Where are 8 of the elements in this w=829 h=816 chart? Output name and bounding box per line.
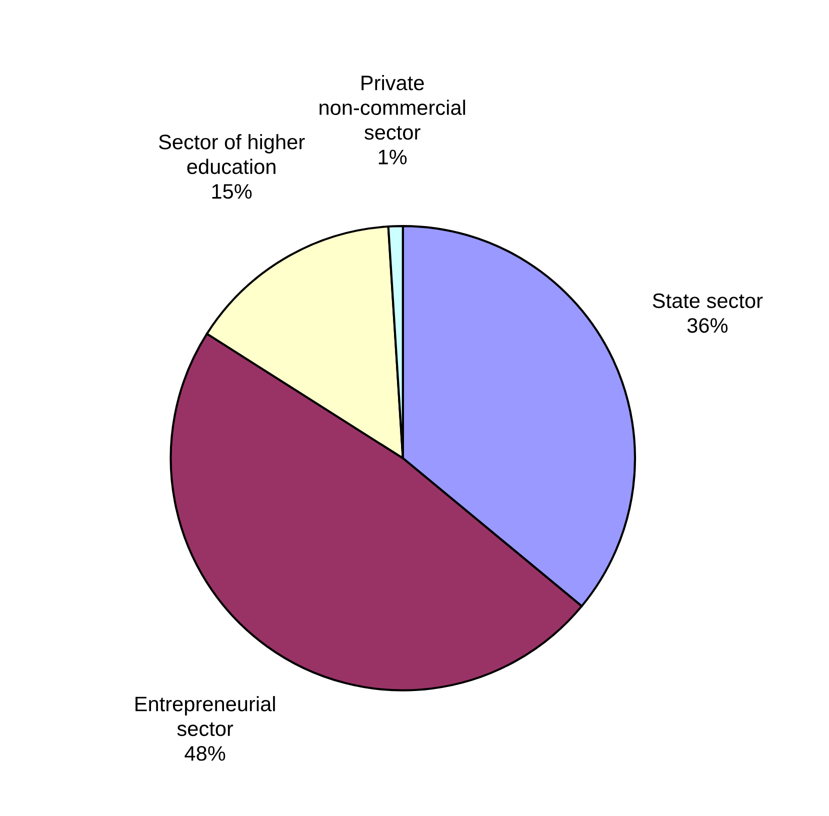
data-label: 15% xyxy=(212,184,252,199)
slice-label: Sector of higher education xyxy=(158,134,305,174)
slice-label: State sector xyxy=(652,293,763,308)
data-label: 1% xyxy=(378,150,407,164)
data-label: 48% xyxy=(184,746,226,761)
data-label: 36% xyxy=(687,318,728,333)
slice-label: Private non-commercial sector xyxy=(320,75,466,140)
slice-label: Entrepreneurial sector xyxy=(136,696,275,736)
